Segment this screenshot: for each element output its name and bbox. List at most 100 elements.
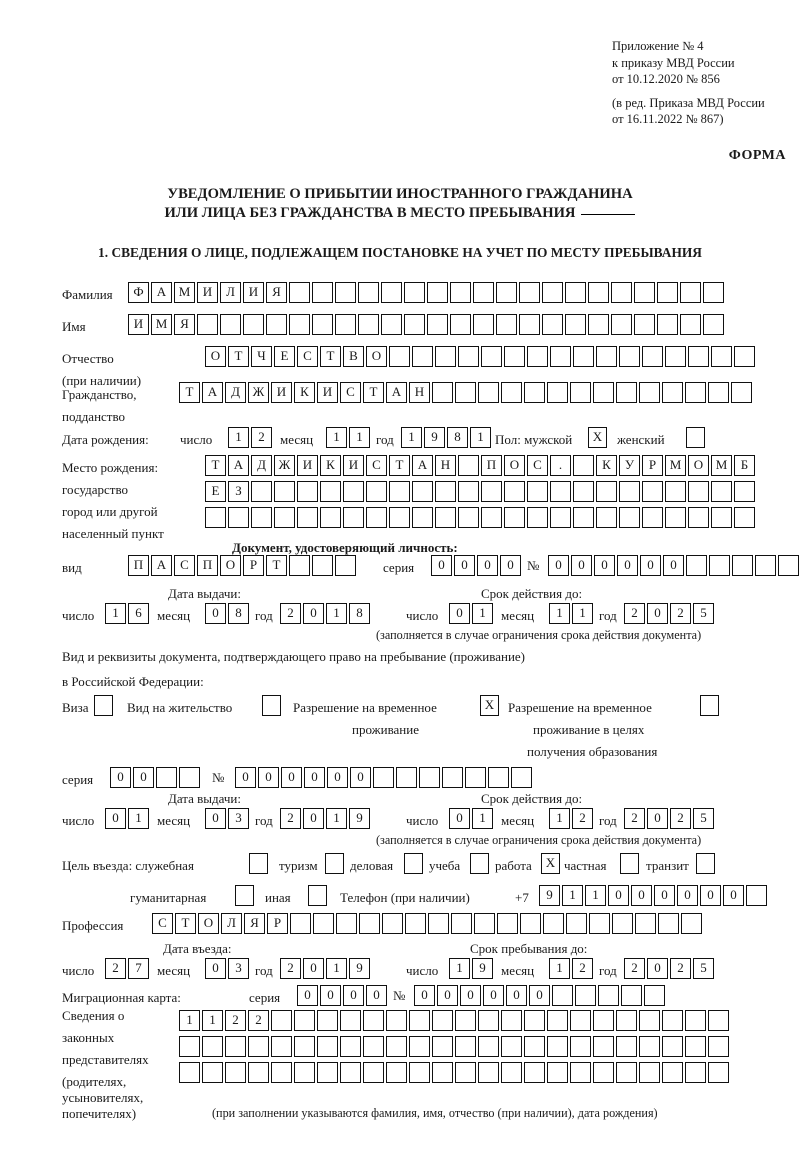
char-cell[interactable] — [711, 507, 732, 528]
char-cell[interactable] — [320, 481, 341, 502]
char-cell[interactable] — [547, 1010, 568, 1031]
char-cell[interactable] — [266, 314, 287, 335]
char-cell[interactable] — [202, 1062, 223, 1083]
char-cell[interactable]: П — [481, 455, 502, 476]
char-cell[interactable] — [680, 282, 701, 303]
char-cell[interactable] — [755, 555, 776, 576]
char-cell[interactable] — [335, 282, 356, 303]
char-cell[interactable]: 0 — [647, 958, 668, 979]
char-cell[interactable]: Т — [228, 346, 249, 367]
char-cell[interactable] — [552, 985, 573, 1006]
char-cell[interactable]: 1 — [179, 1010, 200, 1031]
char-cell[interactable] — [662, 1036, 683, 1057]
char-cell[interactable] — [642, 481, 663, 502]
char-cell[interactable] — [778, 555, 799, 576]
char-cell[interactable] — [688, 507, 709, 528]
char-cell[interactable] — [404, 282, 425, 303]
char-cell[interactable] — [524, 1036, 545, 1057]
char-cell[interactable] — [225, 1036, 246, 1057]
purpose-work-checkbox[interactable]: X — [541, 853, 560, 874]
char-cell[interactable] — [703, 282, 724, 303]
char-cell[interactable]: И — [128, 314, 149, 335]
char-cell[interactable]: 1 — [228, 427, 249, 448]
char-cell[interactable]: 0 — [235, 767, 256, 788]
char-cell[interactable] — [662, 1062, 683, 1083]
char-cell[interactable]: 8 — [447, 427, 468, 448]
char-cell[interactable]: 9 — [349, 958, 370, 979]
char-cell[interactable] — [501, 1062, 522, 1083]
char-cell[interactable]: 0 — [350, 767, 371, 788]
char-cell[interactable] — [202, 1036, 223, 1057]
char-cell[interactable] — [575, 985, 596, 1006]
char-cell[interactable]: 0 — [640, 555, 661, 576]
char-cell[interactable] — [405, 913, 426, 934]
char-cell[interactable] — [501, 382, 522, 403]
char-cell[interactable] — [428, 913, 449, 934]
char-cell[interactable]: 0 — [571, 555, 592, 576]
char-cell[interactable] — [381, 314, 402, 335]
char-cell[interactable] — [708, 1062, 729, 1083]
char-cell[interactable]: 1 — [326, 427, 347, 448]
char-cell[interactable]: 0 — [500, 555, 521, 576]
char-cell[interactable]: 2 — [105, 958, 126, 979]
char-cell[interactable]: 2 — [280, 808, 301, 829]
char-cell[interactable]: 1 — [549, 958, 570, 979]
char-cell[interactable]: 0 — [281, 767, 302, 788]
char-cell[interactable] — [481, 507, 502, 528]
char-cell[interactable]: Т — [266, 555, 287, 576]
char-cell[interactable]: Ч — [251, 346, 272, 367]
char-cell[interactable] — [366, 507, 387, 528]
char-cell[interactable]: 2 — [670, 958, 691, 979]
char-cell[interactable]: А — [412, 455, 433, 476]
char-cell[interactable] — [312, 282, 333, 303]
char-cell[interactable] — [312, 555, 333, 576]
char-cell[interactable]: 2 — [624, 603, 645, 624]
char-cell[interactable] — [358, 314, 379, 335]
char-cell[interactable] — [481, 481, 502, 502]
temp-residence-checkbox[interactable]: X — [480, 695, 499, 716]
char-cell[interactable]: С — [340, 382, 361, 403]
char-cell[interactable]: 0 — [723, 885, 744, 906]
char-cell[interactable] — [427, 314, 448, 335]
char-cell[interactable] — [639, 382, 660, 403]
char-cell[interactable] — [340, 1010, 361, 1031]
char-cell[interactable]: 0 — [205, 808, 226, 829]
char-cell[interactable] — [621, 985, 642, 1006]
char-cell[interactable] — [359, 913, 380, 934]
char-cell[interactable]: 0 — [654, 885, 675, 906]
char-cell[interactable]: 0 — [327, 767, 348, 788]
char-cell[interactable] — [205, 507, 226, 528]
char-cell[interactable] — [685, 382, 706, 403]
char-cell[interactable] — [313, 913, 334, 934]
char-cell[interactable] — [458, 481, 479, 502]
char-cell[interactable] — [156, 767, 177, 788]
char-cell[interactable] — [734, 481, 755, 502]
visa-checkbox[interactable] — [94, 695, 113, 716]
char-cell[interactable] — [450, 314, 471, 335]
char-cell[interactable] — [734, 346, 755, 367]
char-cell[interactable]: М — [665, 455, 686, 476]
char-cell[interactable]: П — [197, 555, 218, 576]
char-cell[interactable]: 1 — [562, 885, 583, 906]
char-cell[interactable] — [243, 314, 264, 335]
char-cell[interactable] — [473, 282, 494, 303]
char-cell[interactable]: 1 — [549, 808, 570, 829]
char-cell[interactable]: 2 — [280, 603, 301, 624]
char-cell[interactable]: С — [527, 455, 548, 476]
char-cell[interactable] — [386, 1010, 407, 1031]
char-cell[interactable]: 0 — [258, 767, 279, 788]
char-cell[interactable]: 0 — [647, 808, 668, 829]
char-cell[interactable] — [389, 507, 410, 528]
char-cell[interactable] — [478, 1036, 499, 1057]
sex-female-checkbox[interactable] — [686, 427, 705, 448]
char-cell[interactable] — [335, 555, 356, 576]
char-cell[interactable]: М — [711, 455, 732, 476]
